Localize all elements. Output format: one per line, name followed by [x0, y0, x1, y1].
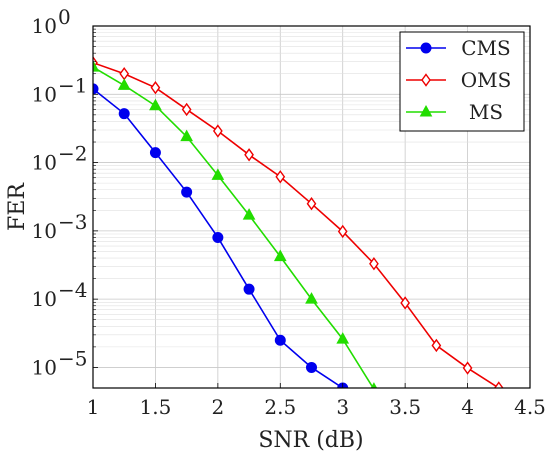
- plot-frame: [92, 25, 531, 389]
- data-point-ms: [336, 332, 350, 344]
- data-point-ms: [149, 98, 162, 111]
- legend: CMS OMS MS: [399, 31, 525, 132]
- data-point-cms: [306, 361, 317, 373]
- legend-entry-cms: CMS: [406, 36, 511, 60]
- data-point-oms: [244, 148, 254, 162]
- y-tick-exponent: −3: [58, 210, 87, 234]
- data-point-oms: [493, 381, 504, 388]
- data-point-ms: [180, 129, 193, 142]
- data-point-ms: [211, 168, 225, 180]
- x-tick-label: 2: [211, 395, 224, 419]
- legend-marker-oms: [421, 73, 431, 87]
- series-ms: [93, 60, 378, 388]
- data-point-cms: [181, 186, 193, 198]
- y-tick-exponent: −4: [58, 278, 87, 302]
- x-tick-label: 3: [336, 395, 349, 419]
- data-point-oms: [212, 124, 223, 138]
- x-tick-label: 1: [87, 395, 100, 419]
- data-point-oms: [369, 257, 379, 271]
- data-point-ms: [117, 78, 131, 90]
- y-tick-label: 10: [32, 355, 57, 379]
- data-point-ms: [273, 249, 287, 262]
- data-point-oms: [119, 67, 130, 81]
- data-point-cms: [93, 83, 99, 95]
- data-point-oms: [275, 170, 286, 184]
- y-tick-exponent: −5: [58, 346, 87, 370]
- legend-label: CMS: [461, 36, 510, 60]
- data-point-oms: [400, 296, 411, 310]
- legend-entry-ms: MS: [406, 100, 503, 124]
- data-point-oms: [337, 224, 348, 239]
- data-point-ms: [242, 208, 256, 220]
- legend-marker-ms: [419, 104, 433, 117]
- data-point-oms: [150, 80, 161, 95]
- series-line-ms: [93, 66, 375, 388]
- data-point-oms: [181, 102, 192, 117]
- series-layer: [93, 56, 504, 388]
- y-tick-exponent: −1: [58, 73, 87, 97]
- x-tick-label: 2.5: [264, 395, 296, 419]
- data-point-cms: [118, 108, 130, 120]
- y-tick-label: 10: [32, 151, 57, 175]
- x-tick-label: 4: [461, 395, 474, 419]
- y-axis-label: FER: [5, 182, 30, 231]
- x-tick-label: 3.5: [389, 395, 421, 419]
- y-tick-label: 10: [32, 14, 57, 38]
- y-tick-label: 10: [32, 287, 57, 311]
- data-point-oms: [462, 361, 473, 375]
- data-point-oms: [306, 197, 317, 211]
- legend-marker-cms: [420, 42, 432, 54]
- data-point-cms: [243, 283, 255, 295]
- data-point-cms: [274, 334, 286, 346]
- data-point-cms: [149, 147, 161, 159]
- series-line-oms: [93, 61, 500, 388]
- series-oms: [93, 56, 504, 388]
- legend-label: MS: [469, 100, 503, 124]
- legend-label: OMS: [461, 68, 512, 92]
- y-tick-label: 10: [32, 219, 57, 243]
- x-tick-label: 1.5: [140, 395, 172, 419]
- x-tick-label: 4.5: [514, 395, 546, 419]
- legend-entry-oms: OMS: [406, 68, 511, 92]
- y-tick-label: 10: [32, 82, 57, 106]
- series-cms: [93, 83, 349, 388]
- x-axis-ticks: 1 1.5 2 2.5 3 3.5 4 4.5: [87, 383, 546, 419]
- y-tick-exponent: −2: [58, 142, 87, 166]
- x-axis-label: SNR (dB): [258, 428, 363, 453]
- data-point-oms: [431, 338, 442, 353]
- data-point-ms: [370, 382, 378, 388]
- data-point-ms: [305, 292, 318, 304]
- y-tick-exponent: 0: [58, 5, 71, 29]
- data-point-ms: [93, 60, 100, 72]
- data-point-cms: [212, 231, 224, 243]
